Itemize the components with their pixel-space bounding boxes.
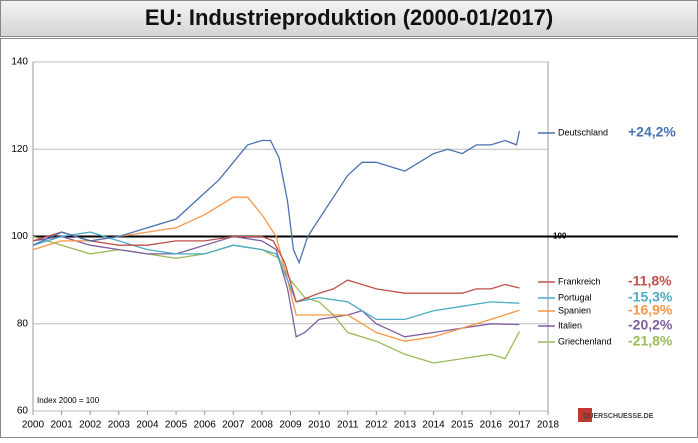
series-line — [32, 196, 520, 342]
reference-label: 100 — [553, 232, 567, 241]
change-label: -21,8% — [628, 333, 673, 349]
change-label: -15,3% — [628, 289, 673, 305]
change-label: -20,2% — [628, 317, 673, 333]
series-line — [32, 231, 520, 321]
x-tick-label: 2014 — [422, 420, 445, 431]
series-line — [32, 231, 520, 303]
x-tick-label: 2012 — [365, 420, 388, 431]
x-tick-label: 2018 — [537, 420, 560, 431]
source: QUERSCHUESSE.DE — [583, 413, 654, 420]
x-tick-label: 2010 — [308, 420, 331, 431]
y-tick-label: 100 — [11, 231, 28, 242]
y-tick-label: 80 — [17, 318, 29, 329]
x-tick-label: 2009 — [279, 420, 302, 431]
change-label: -16,9% — [628, 302, 673, 318]
legend-label: Italien — [558, 320, 582, 330]
x-tick-label: 2017 — [508, 420, 531, 431]
x-tick-label: 2013 — [394, 420, 417, 431]
x-tick-label: 2003 — [108, 420, 131, 431]
series-line — [32, 235, 520, 338]
note: Index 2000 = 100 — [37, 396, 100, 405]
x-tick-label: 2006 — [194, 420, 217, 431]
legend-label: Griechenland — [558, 336, 612, 346]
x-tick-label: 2007 — [222, 420, 245, 431]
legend-label: Frankreich — [558, 276, 601, 286]
legend-label: Deutschland — [558, 127, 608, 137]
y-tick-label: 140 — [11, 57, 28, 68]
change-label: +24,2% — [628, 124, 676, 140]
legend-label: Spanien — [558, 305, 591, 315]
change-label: -11,8% — [628, 273, 672, 289]
chart-frame — [0, 38, 698, 438]
legend-label: Portugal — [558, 292, 592, 302]
title-bar — [0, 0, 698, 37]
logo-mark — [578, 408, 592, 422]
series-line — [32, 130, 521, 265]
x-tick-label: 2016 — [480, 420, 503, 431]
x-tick-label: 2002 — [79, 420, 102, 431]
x-tick-label: 2001 — [50, 420, 73, 431]
y-tick-label: 120 — [11, 144, 28, 155]
x-tick-label: 2000 — [22, 420, 45, 431]
x-tick-label: 2004 — [136, 420, 159, 431]
x-tick-label: 2005 — [165, 420, 188, 431]
chart-title: EU: Industrieproduktion (2000-01/2017) — [145, 5, 553, 30]
y-tick-label: 60 — [17, 406, 29, 417]
x-tick-label: 2008 — [251, 420, 274, 431]
x-tick-label: 2011 — [337, 420, 359, 431]
x-tick-label: 2015 — [451, 420, 474, 431]
